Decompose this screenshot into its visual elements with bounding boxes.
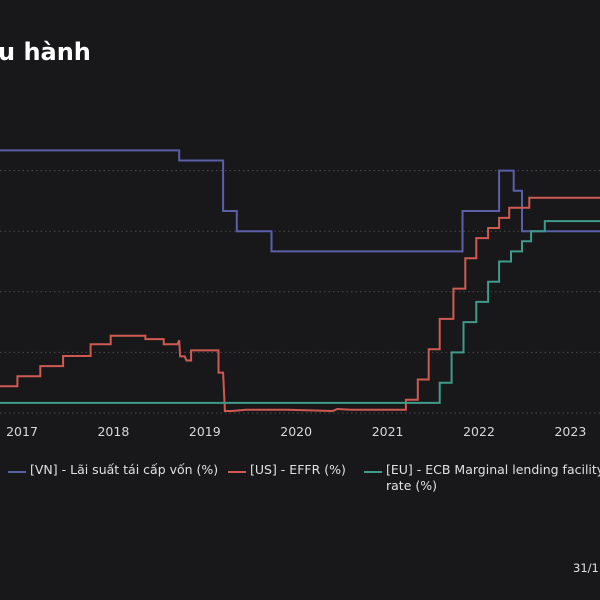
x-tick-label-2019: 2019 bbox=[189, 424, 221, 439]
legend-item-vn[interactable]: [VN] - Lãi suất tái cấp vốn (%) bbox=[8, 462, 218, 478]
footer-date: 31/1 bbox=[573, 561, 599, 575]
x-tick-label-2022: 2022 bbox=[463, 424, 495, 439]
legend-swatch-us bbox=[228, 471, 246, 473]
x-tick-label-2018: 2018 bbox=[97, 424, 129, 439]
series-line-0 bbox=[0, 149, 600, 253]
x-tick-label-2017: 2017 bbox=[6, 424, 38, 439]
series-line-1 bbox=[0, 196, 600, 413]
legend-label-eu-line2: rate (%) bbox=[386, 478, 437, 493]
legend-label-eu: [EU] - ECB Marginal lending facility rat… bbox=[386, 462, 600, 494]
legend-swatch-eu bbox=[364, 471, 382, 473]
x-tick-label-2020: 2020 bbox=[280, 424, 312, 439]
chart-title: u hành bbox=[0, 38, 91, 66]
legend-label-vn: [VN] - Lãi suất tái cấp vốn (%) bbox=[30, 462, 219, 477]
legend-swatch-vn bbox=[8, 471, 26, 473]
x-axis-tick-labels: 2017 2018 2019 2020 2021 2022 2023 bbox=[6, 424, 586, 439]
legend-label-eu-line1: [EU] - ECB Marginal lending facility bbox=[386, 462, 600, 477]
legend-item-us[interactable]: [US] - EFFR (%) bbox=[228, 462, 346, 478]
x-tick-label-2023: 2023 bbox=[554, 424, 586, 439]
series-lines bbox=[0, 149, 600, 413]
x-tick-label-2021: 2021 bbox=[372, 424, 404, 439]
legend-label-us: [US] - EFFR (%) bbox=[250, 462, 346, 477]
series-line-2 bbox=[0, 220, 600, 404]
legend-item-eu[interactable]: [EU] - ECB Marginal lending facility rat… bbox=[364, 462, 600, 494]
